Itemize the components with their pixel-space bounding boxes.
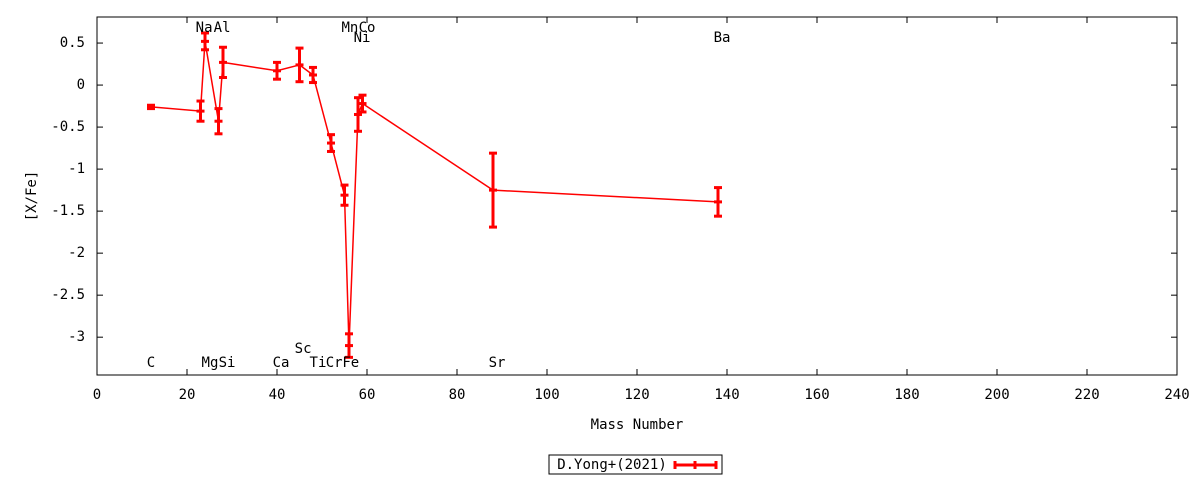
error-bar — [219, 45, 227, 80]
element-label: C — [147, 355, 155, 371]
y-axis-label: [X/Fe] — [24, 171, 40, 222]
error-bar — [714, 186, 722, 218]
x-tick-label: 80 — [449, 387, 466, 403]
element-label: Mn — [341, 20, 358, 36]
y-tick-label: -2.5 — [51, 287, 85, 303]
error-bar — [196, 99, 205, 123]
x-tick-label: 220 — [1074, 387, 1099, 403]
element-label: Ba — [714, 30, 731, 46]
y-tick-label: -1.5 — [51, 203, 85, 219]
error-bar — [273, 60, 281, 81]
element-label: Fe — [342, 355, 359, 371]
y-tick-label: -3 — [68, 329, 85, 345]
error-bar — [345, 332, 353, 359]
element-label: Al — [214, 20, 231, 36]
element-label: Ni — [354, 30, 371, 46]
error-bar — [340, 183, 349, 207]
element-label: Co — [359, 20, 376, 36]
error-bar — [147, 103, 155, 111]
element-label: Na — [196, 20, 213, 36]
error-bar — [295, 46, 304, 84]
element-label: Mg — [202, 355, 219, 371]
y-tick-label: 0.5 — [60, 35, 85, 51]
x-tick-label: 140 — [714, 387, 739, 403]
error-bar — [358, 93, 367, 114]
y-tick-label: -1 — [68, 161, 85, 177]
x-tick-label: 100 — [534, 387, 559, 403]
legend-label: D.Yong+(2021) — [557, 457, 667, 473]
x-tick-label: 0 — [93, 387, 101, 403]
element-label: Sc — [295, 341, 312, 357]
element-label: Si — [219, 355, 236, 371]
element-label: Sr — [489, 355, 506, 371]
element-label: Ti — [310, 355, 327, 371]
x-tick-label: 20 — [179, 387, 196, 403]
legend-box — [548, 454, 723, 475]
element-label: Cr — [326, 355, 343, 371]
element-label: Ca — [273, 355, 290, 371]
error-bar — [309, 65, 317, 85]
plot-frame — [96, 16, 1178, 376]
x-tick-label: 120 — [624, 387, 649, 403]
x-tick-label: 200 — [984, 387, 1009, 403]
x-tick-label: 60 — [359, 387, 376, 403]
data-line — [150, 41, 719, 346]
error-bar — [214, 107, 223, 136]
error-bar — [201, 31, 209, 52]
x-axis-label: Mass Number — [591, 417, 684, 433]
y-tick-label: 0 — [77, 77, 85, 93]
x-tick-label: 240 — [1164, 387, 1189, 403]
y-tick-label: -2 — [68, 245, 85, 261]
error-bar — [354, 96, 362, 133]
error-bar — [489, 151, 497, 229]
x-tick-label: 160 — [804, 387, 829, 403]
y-tick-label: -0.5 — [51, 119, 85, 135]
x-tick-label: 40 — [269, 387, 286, 403]
error-bar — [327, 133, 335, 153]
x-tick-label: 180 — [894, 387, 919, 403]
